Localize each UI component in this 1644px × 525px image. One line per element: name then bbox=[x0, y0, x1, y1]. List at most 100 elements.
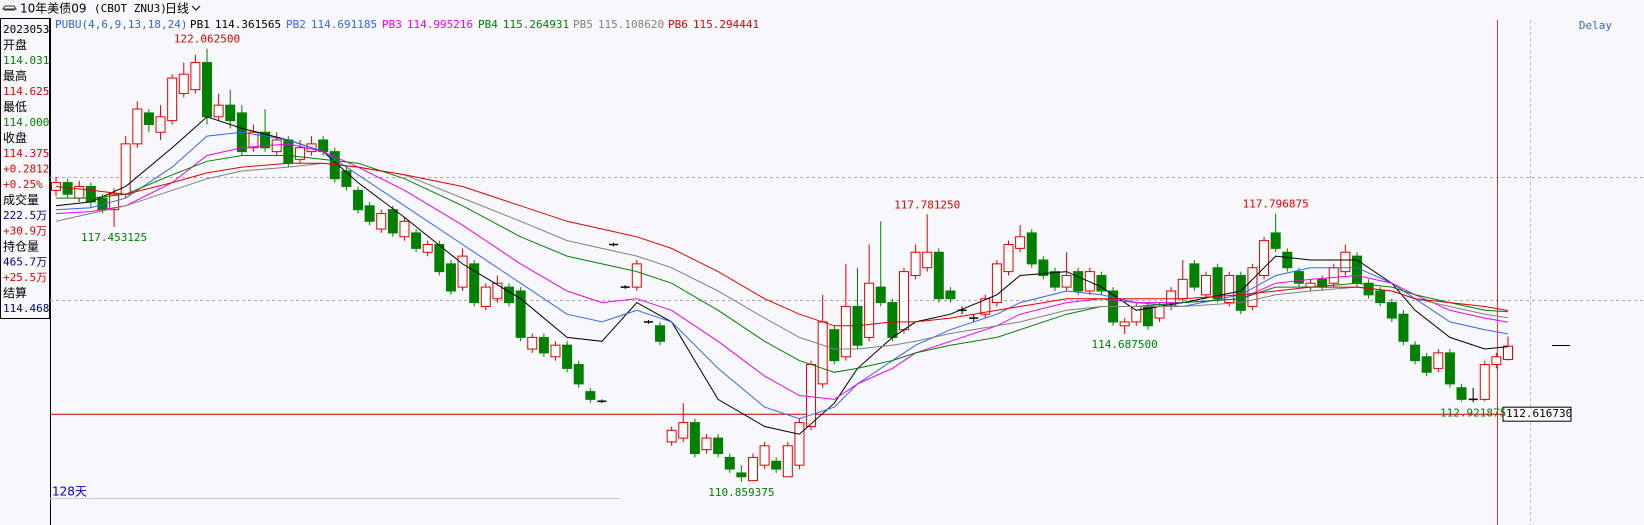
candle-body bbox=[1200, 274, 1211, 296]
candle-body bbox=[353, 189, 364, 211]
info-item: 最高 bbox=[3, 68, 27, 83]
candle-body bbox=[689, 422, 700, 455]
candle-body bbox=[294, 147, 305, 160]
candle-body bbox=[271, 139, 282, 153]
info-item: 114.3750 bbox=[3, 147, 56, 160]
candle-body bbox=[1119, 321, 1130, 327]
candle-body bbox=[341, 170, 352, 187]
extreme-label: 117.781250 bbox=[894, 198, 960, 211]
info-item: 开盘 bbox=[3, 37, 27, 52]
legend-name: PB1 bbox=[190, 18, 210, 31]
candle-body bbox=[1340, 251, 1351, 273]
candle-body bbox=[411, 232, 422, 249]
instrument-name[interactable]: 10年美债09 bbox=[20, 2, 87, 16]
info-item: 成交量 bbox=[3, 192, 39, 207]
candle-body bbox=[469, 263, 480, 304]
candle-body bbox=[1154, 305, 1165, 319]
candle-body bbox=[945, 290, 956, 300]
info-item: 222.5万 bbox=[3, 209, 47, 222]
candle-body bbox=[1456, 387, 1467, 400]
candle-body bbox=[1293, 271, 1304, 284]
candle-body bbox=[829, 329, 840, 362]
candle-body bbox=[771, 460, 782, 470]
info-item: +25.5万 bbox=[3, 271, 47, 284]
candle-body bbox=[143, 112, 154, 126]
candle-body bbox=[318, 139, 329, 153]
candle-body bbox=[1026, 232, 1037, 265]
candle-body bbox=[167, 77, 178, 122]
candle-body bbox=[794, 422, 805, 466]
candle-body bbox=[562, 344, 573, 369]
info-item: 持仓量 bbox=[3, 239, 39, 254]
candle-body bbox=[1212, 267, 1223, 300]
ma-line bbox=[55, 162, 1509, 350]
candle-body bbox=[864, 282, 875, 338]
legend-value: 114.361565 bbox=[215, 18, 281, 31]
candle-body bbox=[655, 325, 666, 342]
candle-body bbox=[1247, 267, 1258, 307]
legend-value: 114.691185 bbox=[311, 18, 377, 31]
legend-value: 115.294441 bbox=[693, 18, 759, 31]
legend-entry: PB1 114.361565 bbox=[190, 18, 281, 31]
candle-body bbox=[1491, 356, 1502, 366]
candle-body bbox=[1003, 244, 1014, 273]
candle-body bbox=[387, 209, 398, 234]
candle-body bbox=[538, 336, 549, 354]
legend-entry: PB4 115.264931 bbox=[478, 18, 569, 31]
candle-body bbox=[631, 263, 642, 288]
candle-body bbox=[155, 116, 166, 133]
candle-body bbox=[875, 286, 886, 304]
delay-label: Delay bbox=[1579, 19, 1612, 32]
candle-body bbox=[1410, 344, 1421, 362]
price-box bbox=[1502, 406, 1572, 422]
candle-body bbox=[225, 104, 236, 122]
candle-body bbox=[701, 437, 712, 451]
candle-body bbox=[1259, 240, 1270, 276]
info-item: 20230531 bbox=[3, 23, 56, 36]
candle-body bbox=[213, 104, 224, 118]
instrument-code: (CBOT ZNU3) bbox=[94, 2, 167, 15]
info-panel-frame bbox=[0, 18, 50, 319]
candle-body bbox=[898, 271, 909, 331]
candle-body bbox=[736, 472, 747, 478]
ma-line bbox=[55, 162, 1509, 327]
candle-body bbox=[248, 131, 259, 149]
candle-body bbox=[132, 108, 143, 145]
indicator-name: PUBU(4,6,9,13,18,24) bbox=[55, 18, 187, 31]
candle-body bbox=[51, 182, 61, 191]
period-count: 128天 bbox=[52, 485, 87, 499]
menu-icon[interactable] bbox=[2, 5, 17, 11]
candle-body bbox=[190, 62, 201, 91]
legend-entry: PB3 114.995216 bbox=[382, 18, 473, 31]
candle-body bbox=[1270, 232, 1281, 249]
extreme-label: 117.453125 bbox=[81, 231, 147, 244]
candle-body bbox=[713, 437, 724, 455]
dropdown-chevron[interactable] bbox=[191, 5, 201, 11]
candle-body bbox=[85, 185, 96, 203]
candle-body bbox=[1433, 352, 1444, 369]
info-item: +30.9万 bbox=[3, 225, 47, 238]
candle-body bbox=[1282, 251, 1293, 269]
candle-body bbox=[1073, 271, 1084, 292]
price-label: 112.616730 bbox=[1506, 407, 1572, 420]
legend-value: 115.108620 bbox=[598, 18, 664, 31]
candle-body bbox=[933, 251, 944, 300]
candle-body bbox=[1061, 274, 1072, 288]
info-item: +0.2812 bbox=[3, 163, 49, 176]
candle-body bbox=[109, 193, 120, 211]
legend-entry: PB2 114.691185 bbox=[286, 18, 377, 31]
candle-body bbox=[1084, 271, 1095, 292]
candle-body bbox=[585, 391, 596, 400]
period-selector[interactable]: 日线 bbox=[165, 2, 189, 16]
legend-name: PB5 bbox=[573, 18, 593, 31]
candle-body bbox=[666, 429, 677, 443]
candle-body bbox=[480, 286, 491, 307]
candle-body bbox=[364, 205, 375, 222]
legend-entry: PB5 115.108620 bbox=[573, 18, 664, 31]
candle-body bbox=[1177, 278, 1188, 300]
candle-body bbox=[1038, 259, 1049, 276]
legend-name: PB4 bbox=[478, 18, 498, 31]
candle-body bbox=[1444, 352, 1455, 385]
